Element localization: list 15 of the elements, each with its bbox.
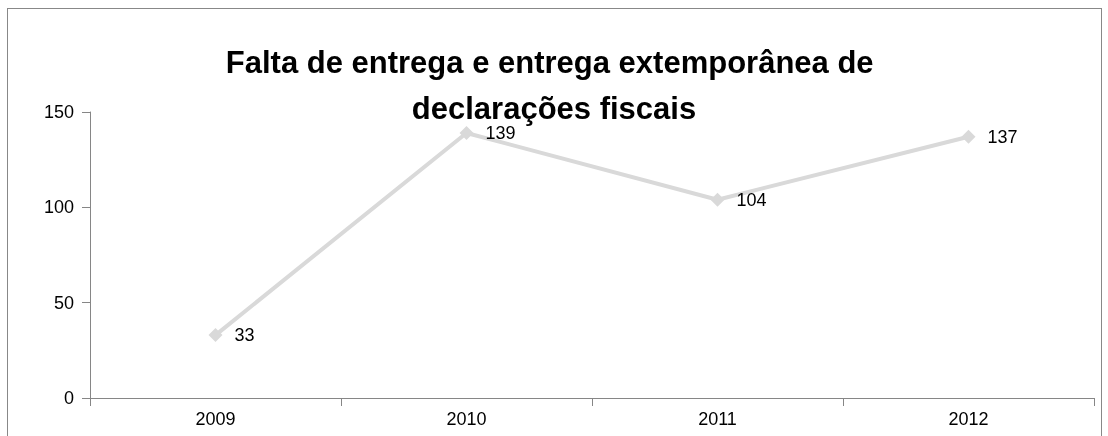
- x-tick-label: 2010: [446, 409, 487, 429]
- point: [208, 328, 223, 343]
- x-tick-label: 2011: [698, 409, 737, 429]
- point: [961, 129, 976, 144]
- x-tick-label: 2009: [195, 409, 236, 429]
- point: [459, 125, 474, 140]
- data-label: 104: [736, 189, 767, 210]
- y-tick-label: 50: [53, 292, 74, 313]
- data-label: 137: [987, 126, 1018, 147]
- data-label: 33: [234, 325, 255, 346]
- y-tick-label: 0: [63, 388, 74, 408]
- y-tick-label: 150: [43, 102, 74, 122]
- x-tick-label: 2012: [948, 409, 989, 429]
- y-tick-label: 100: [43, 197, 74, 218]
- point: [710, 192, 725, 207]
